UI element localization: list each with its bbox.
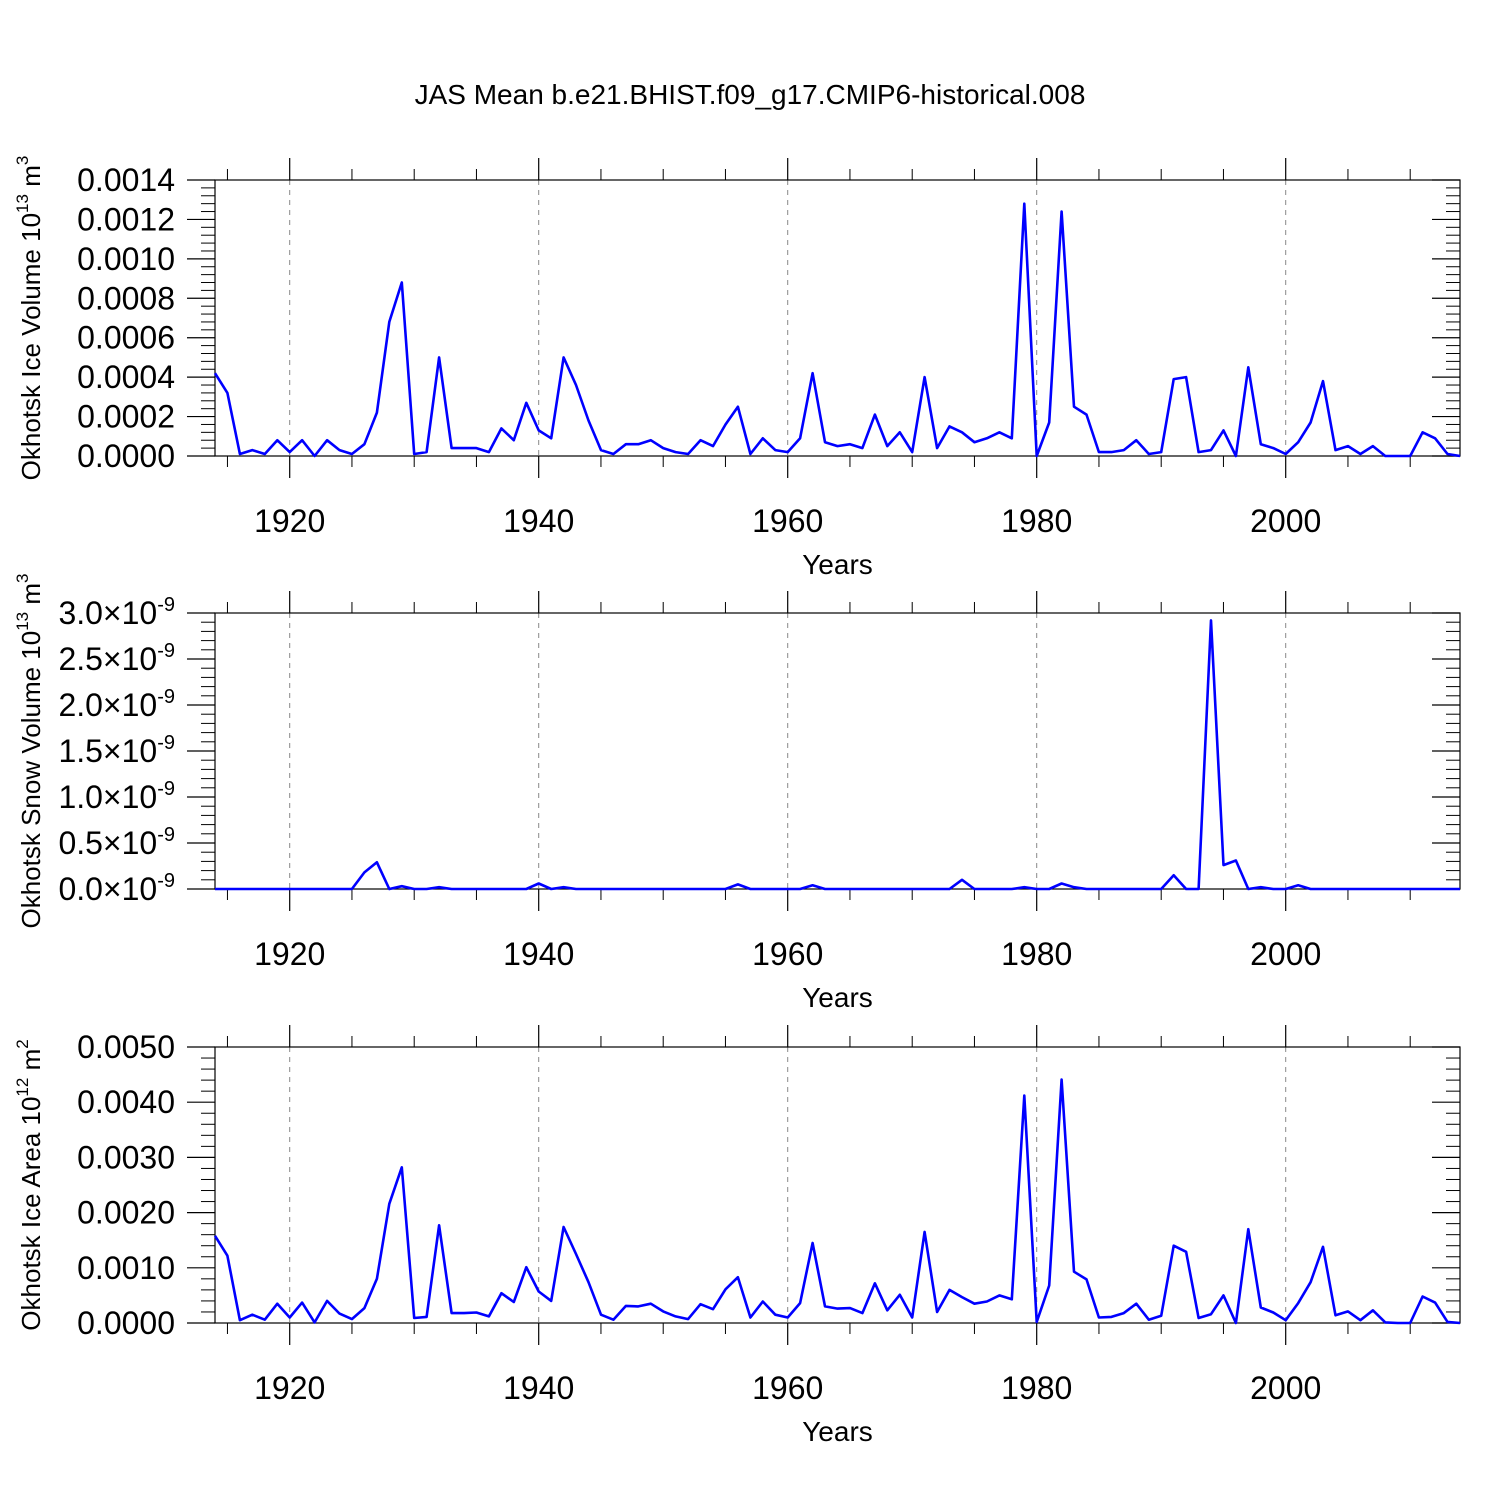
y-axis-label: Okhotsk Ice Area 1012 m2 <box>13 1039 46 1330</box>
ytick-label: 0.0010 <box>77 1250 175 1286</box>
ytick-label: 0.0040 <box>77 1084 175 1120</box>
y-axis-label: Okhotsk Ice Volume 1013 m3 <box>13 156 46 481</box>
xtick-label: 1920 <box>254 936 325 972</box>
xtick-label: 1940 <box>503 503 574 539</box>
ytick-label: 0.0000 <box>77 438 175 474</box>
ytick-label: 0.0000 <box>77 1305 175 1341</box>
ytick-label: 2.5×10-9 <box>58 640 175 677</box>
plot-frame <box>214 1046 1461 1324</box>
xtick-label: 1940 <box>503 936 574 972</box>
ytick-label: 2.0×10-9 <box>58 686 175 723</box>
figure-title: JAS Mean b.e21.BHIST.f09_g17.CMIP6-histo… <box>415 79 1086 110</box>
ytick-label: 0.0002 <box>77 399 175 435</box>
ytick-label: 1.5×10-9 <box>58 732 175 769</box>
xtick-label: 1980 <box>1001 936 1072 972</box>
ytick-label: 3.0×10-9 <box>58 594 175 631</box>
x-axis-label: Years <box>802 1416 873 1447</box>
y-axis-label: Okhotsk Snow Volume 1013 m3 <box>13 574 46 929</box>
plot-frame <box>214 612 1461 890</box>
chart-panel-3: 1920 1940 1960 1980 2000 Years 0.0000 0.0010 0.0… <box>13 1025 1461 1447</box>
plot-frame <box>214 179 1461 457</box>
series-line <box>213 202 1461 458</box>
xtick-label: 1920 <box>254 503 325 539</box>
ytick-label: 0.0050 <box>77 1029 175 1065</box>
xtick-label: 2000 <box>1250 1370 1321 1406</box>
ytick-label: 0.0008 <box>77 280 175 316</box>
xtick-label: 1960 <box>752 503 823 539</box>
ytick-label: 0.0020 <box>77 1195 175 1231</box>
xtick-label: 2000 <box>1250 503 1321 539</box>
series-line <box>213 1078 1461 1325</box>
xtick-label: 1980 <box>1001 1370 1072 1406</box>
x-axis-label: Years <box>802 549 873 580</box>
ytick-label: 0.5×10-9 <box>58 824 175 861</box>
xtick-label: 1920 <box>254 1370 325 1406</box>
xtick-label: 1960 <box>752 936 823 972</box>
ytick-label: 0.0006 <box>77 320 175 356</box>
ytick-label: 0.0014 <box>77 162 175 198</box>
ytick-label: 0.0012 <box>77 201 175 237</box>
xtick-label: 1980 <box>1001 503 1072 539</box>
xtick-label: 1940 <box>503 1370 574 1406</box>
chart-panel-2: 1920 1940 1960 1980 2000 Years 0.0×10-9 0.5×10-… <box>13 574 1461 1013</box>
xtick-label: 1960 <box>752 1370 823 1406</box>
xtick-label: 2000 <box>1250 936 1321 972</box>
ytick-label: 0.0×10-9 <box>58 870 175 907</box>
series-line <box>215 619 1460 891</box>
ytick-label: 0.0010 <box>77 241 175 277</box>
x-axis-label: Years <box>802 982 873 1013</box>
ytick-label: 0.0030 <box>77 1139 175 1175</box>
ytick-label: 0.0004 <box>77 359 175 395</box>
ytick-label: 1.0×10-9 <box>58 778 175 815</box>
